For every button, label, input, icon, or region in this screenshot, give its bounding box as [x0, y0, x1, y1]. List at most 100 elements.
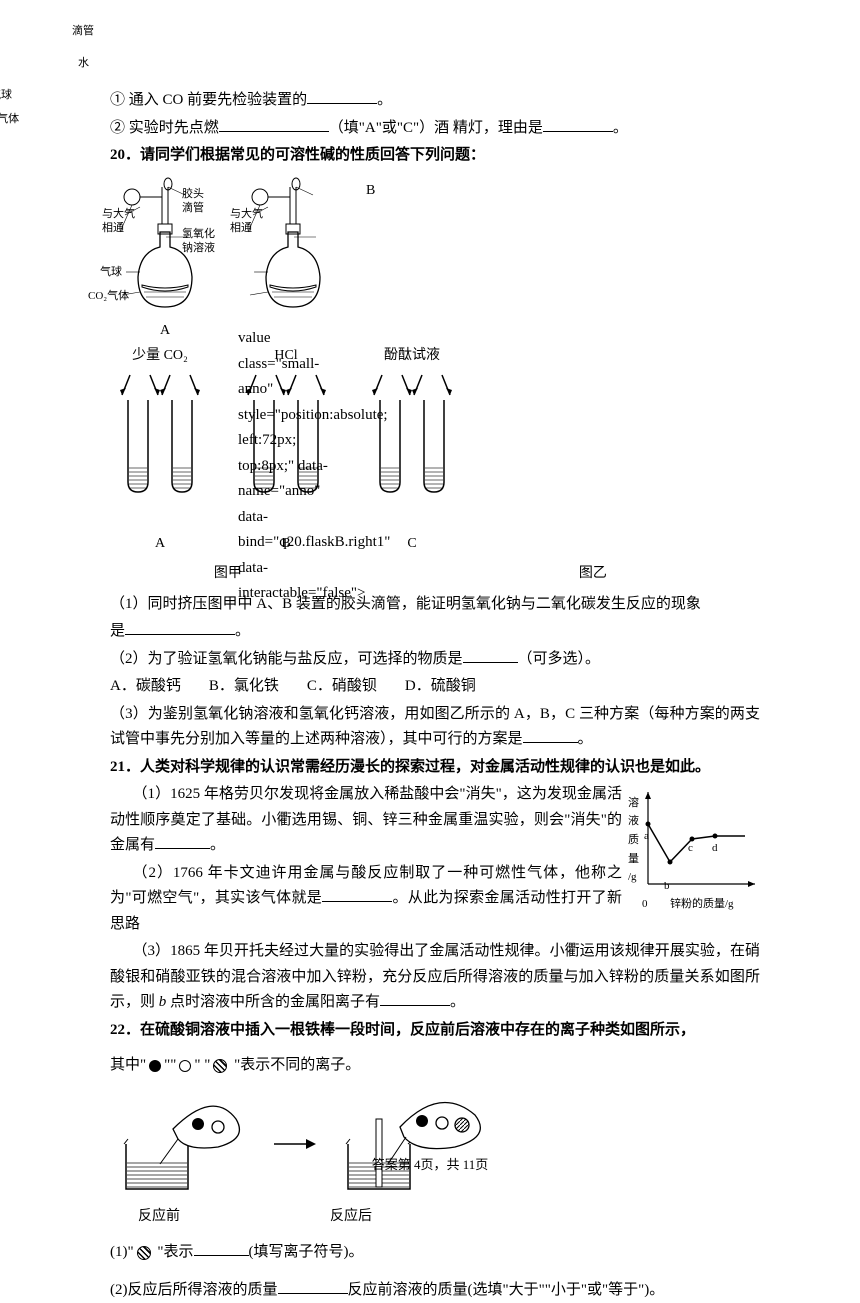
pt-c: c: [688, 839, 693, 858]
q22-intro: 其中"""" " "表示不同的离子。: [110, 1053, 760, 1079]
caption-yi: 图乙: [426, 562, 760, 586]
blank-fill[interactable]: [125, 620, 235, 635]
tube-a-top: 少量 CO₂: [110, 344, 210, 368]
beaker-after: [340, 1089, 470, 1199]
text: 。: [377, 92, 392, 108]
flask-set: 与大气 相通 胶头 滴管 氢氧化 钠溶液 气球 CO₂气体 A: [110, 177, 375, 343]
blank-fill[interactable]: [155, 834, 210, 849]
footer-total: 11: [463, 1157, 476, 1172]
beaker-before: [118, 1089, 248, 1199]
option-c[interactable]: C．硝酸钡: [307, 674, 377, 700]
flask-b-wrap: 与大气 相通 value class="small-anno" style="p…: [238, 177, 348, 343]
circle-open-icon: [179, 1060, 191, 1072]
q19-line2: ② 实验时先点燃 （填"A"或"C"）酒 精灯，理由是 。: [110, 116, 760, 142]
q21-graph: 溶 液 质 量 /g a b c d 0 锌粉的质量/g: [630, 784, 760, 899]
text: 。: [578, 731, 593, 747]
pt-a: a: [644, 827, 649, 846]
q20-p3: （3）为鉴别氢氧化钠溶液和氢氧化钙溶液，用如图乙所示的 A，B，C 三种方案（每…: [110, 702, 760, 753]
q20-figures: 与大气 相通 胶头 滴管 氢氧化 钠溶液 气球 CO₂气体 A: [110, 177, 760, 343]
anno: 滴管: [182, 199, 204, 218]
ylabel: 量: [628, 850, 639, 869]
text: （3）为鉴别氢氧化钠溶液和氢氧化钙溶液，用如图乙所示的 A，B，C 三种方案（每…: [110, 706, 760, 748]
text: (填写离子符号)。: [249, 1244, 364, 1260]
option-a[interactable]: A．碳酸钙: [110, 674, 181, 700]
blank-fill[interactable]: [523, 728, 578, 743]
text: 。: [210, 837, 225, 853]
page-footer: 答案第 4页，共 11页: [0, 1154, 860, 1176]
flask-a-label: A: [110, 319, 220, 343]
text: " ": [194, 1057, 210, 1073]
text: ② 实验时先点燃: [110, 120, 219, 136]
q21-title: 21．人类对科学规律的认识常需经历漫长的探索过程，对金属活动性规律的认识也是如此…: [110, 755, 760, 781]
q22-q1: (1)" "表示 (填写离子符号)。: [110, 1240, 760, 1266]
anno: CO₂气体: [0, 110, 19, 129]
text: （填"A"或"C"）酒 精灯，理由是: [329, 120, 543, 136]
label-after: 反应后: [330, 1205, 372, 1229]
q22-figure: [118, 1089, 760, 1199]
tube-c-svg: [362, 370, 462, 500]
tube-a-svg: [110, 370, 210, 500]
tube-a: [110, 370, 210, 530]
tube-a-label: A: [110, 532, 210, 556]
tube-a-wrap: 少量 CO₂: [110, 344, 210, 556]
q21-graph-svg: [630, 784, 760, 899]
circle-solid-icon: [149, 1060, 161, 1072]
blank-fill[interactable]: [307, 89, 377, 104]
footer-pre: 答案第: [372, 1157, 414, 1172]
ylabel: 液: [628, 812, 639, 831]
tube-b-svg: [236, 370, 336, 500]
q20-p1b: 是。: [110, 619, 760, 645]
pt-b: b: [664, 877, 670, 896]
circle-hatch-icon: [137, 1246, 151, 1260]
anno: CO₂气体: [88, 287, 129, 306]
anno: 水: [78, 54, 89, 73]
text: （1）同时挤压图甲中 A、B 装置的胶头滴管，能证明氢氧化钠与二氧化碳发生反应的…: [110, 596, 701, 612]
xlabel: 锌粉的质量/g: [670, 895, 734, 914]
text: 点时溶液中所含的金属阳离子有: [166, 994, 380, 1010]
beaker-labels: 反应前 反应后: [138, 1205, 760, 1229]
anno: 气球: [0, 86, 12, 105]
text: （可多选）。: [518, 651, 601, 667]
footer-mid: 页，共: [420, 1157, 462, 1172]
blank-fill[interactable]: [278, 1279, 348, 1294]
blank-fill[interactable]: [219, 117, 329, 132]
ylabel: 溶: [628, 794, 639, 813]
text: "": [164, 1057, 176, 1073]
flask-b: 与大气 相通 value class="small-anno" style="p…: [238, 177, 348, 317]
anno: 钠溶液: [182, 239, 215, 258]
beaker-after-svg: [340, 1089, 490, 1199]
text: (1)": [110, 1244, 134, 1260]
text: 反应前溶液的质量(选填"大于""小于"或"等于")。: [348, 1282, 665, 1298]
tube-b: [236, 370, 336, 530]
text: (2)反应后所得溶液的质量: [110, 1282, 278, 1298]
q21-p3: （3）1865 年贝开托夫经过大量的实验得出了金属活动性规律。小衢运用该规律开展…: [110, 939, 760, 1016]
anno: 气球: [100, 263, 122, 282]
pt-d: d: [712, 839, 718, 858]
q20-p2: （2）为了验证氢氧化钠能与盐反应，可选择的物质是（可多选）。: [110, 647, 760, 673]
blank-fill[interactable]: [322, 887, 392, 902]
zero: 0: [642, 895, 648, 914]
text: 。: [450, 994, 465, 1010]
flask-b-svg: [238, 177, 348, 317]
text: 其中": [110, 1057, 146, 1073]
beaker-before-svg: [118, 1089, 248, 1199]
option-d[interactable]: D．硫酸铜: [405, 674, 476, 700]
tube-c-wrap: 酚酞试液 C: [362, 344, 462, 556]
tube-c-top: 酚酞试液: [362, 344, 462, 368]
q22-title: 22．在硫酸铜溶液中插入一根铁棒一段时间，反应前后溶液中存在的离子种类如图所示，: [110, 1018, 760, 1044]
q20-options: A．碳酸钙 B．氯化铁 C．硝酸钡 D．硫酸铜: [110, 674, 760, 700]
blank-fill[interactable]: [463, 648, 518, 663]
q20-captions: 图甲 图乙: [110, 562, 760, 586]
flask-a-wrap: 与大气 相通 胶头 滴管 氢氧化 钠溶液 气球 CO₂气体 A: [110, 177, 220, 343]
blank-fill[interactable]: [380, 991, 450, 1006]
text: ① 通入 CO 前要先检验装置的: [110, 92, 307, 108]
blank-fill[interactable]: [543, 117, 613, 132]
anno: 滴管: [72, 22, 94, 41]
text: 是: [110, 623, 125, 639]
footer-suf: 页: [475, 1157, 488, 1172]
option-b[interactable]: B．氯化铁: [209, 674, 279, 700]
flask-b-label: B: [366, 179, 375, 343]
text: "表示: [154, 1244, 194, 1260]
blank-fill[interactable]: [194, 1241, 249, 1256]
text: 。: [613, 120, 628, 136]
